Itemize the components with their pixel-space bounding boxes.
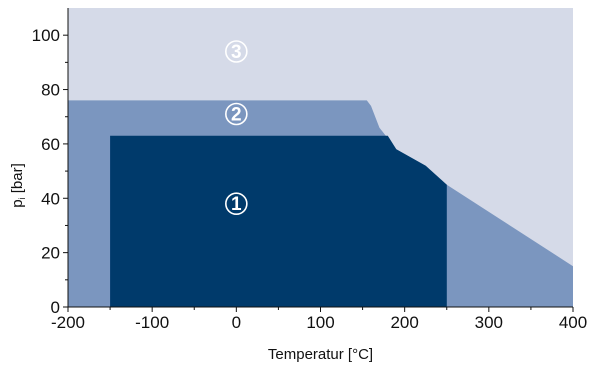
region-1-marker: 1	[225, 192, 248, 216]
region-3-marker-label: 3	[231, 42, 242, 63]
y-tick-label: 20	[41, 244, 60, 263]
x-tick-label: 100	[306, 313, 334, 332]
regions-layer	[68, 8, 573, 308]
y-tick-label: 0	[51, 298, 60, 317]
y-tick-label: 80	[41, 81, 60, 100]
x-tick-label: -100	[135, 313, 169, 332]
y-axis-title-main: p	[9, 199, 26, 207]
x-tick-label: 400	[559, 313, 587, 332]
x-tick-label: 200	[390, 313, 418, 332]
x-axis-title: Temperatur [°C]	[268, 346, 373, 363]
y-axis-title: pi [bar]	[9, 163, 27, 208]
y-axis-title-unit: [bar]	[9, 163, 26, 197]
region-2-marker: 2	[225, 102, 248, 126]
region-1-marker-circle	[225, 192, 248, 216]
y-tick-label: 60	[41, 135, 60, 154]
region-1-marker-label: 1	[231, 194, 242, 215]
x-tick-label: 300	[475, 313, 503, 332]
region-2-marker-circle	[225, 102, 248, 126]
region-3-marker: 3	[225, 40, 248, 63]
y-axis-title-subscript: i	[17, 197, 27, 199]
region-3-marker-circle	[225, 40, 248, 63]
region-1-area	[110, 135, 447, 307]
y-tick-label: 100	[32, 26, 60, 45]
x-tick-label: 0	[232, 313, 241, 332]
x-tick-label: -200	[51, 313, 85, 332]
ticks-layer: -200 -100 0 100 200 300 400 0 20 40 60 80 100	[32, 26, 588, 332]
region-2-marker-label: 2	[231, 105, 242, 126]
region-labels-layer: 3 2 1	[225, 40, 248, 216]
y-tick-label: 40	[41, 189, 60, 208]
